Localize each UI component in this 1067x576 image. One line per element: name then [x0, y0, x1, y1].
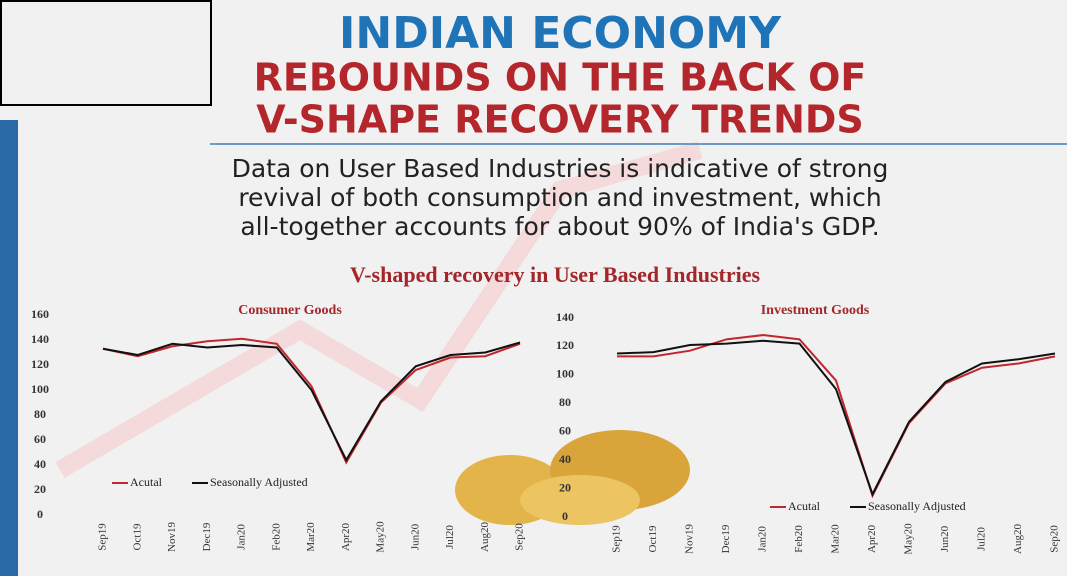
- legend-label: Acutal: [788, 499, 821, 513]
- x-tick-label: Aug20: [1012, 524, 1024, 554]
- side-stripe: [0, 120, 18, 576]
- y-tick-label: 100: [31, 382, 49, 396]
- x-tick-label: Apr20: [866, 524, 878, 553]
- y-tick-label: 120: [31, 357, 49, 371]
- description: Data on User Based Industries is indicat…: [232, 154, 889, 183]
- x-tick-label: Sep20: [1049, 525, 1061, 553]
- x-tick-label: Nov19: [166, 522, 178, 552]
- y-tick-label: 140: [31, 332, 49, 346]
- x-tick-label: Jan20: [236, 524, 248, 550]
- x-tick-label: Feb20: [270, 523, 282, 551]
- y-tick-label: 60: [559, 423, 571, 437]
- x-tick-label: Oct19: [647, 525, 659, 552]
- x-tick-label: Mar20: [830, 524, 842, 554]
- title: INDIAN ECONOMY: [339, 8, 782, 59]
- legend-label: Acutal: [130, 475, 163, 489]
- x-tick-label: Dec19: [201, 522, 213, 551]
- x-tick-label: Sep20: [514, 523, 526, 551]
- x-tick-label: Jun20: [409, 523, 421, 550]
- y-tick-label: 80: [559, 395, 571, 409]
- x-tick-label: Dec19: [720, 524, 732, 553]
- x-tick-label: Jan20: [757, 526, 769, 552]
- x-tick-label: Oct19: [131, 523, 143, 550]
- x-tick-label: Jul20: [444, 525, 456, 549]
- y-tick-label: 20: [34, 482, 46, 496]
- x-tick-label: Aug20: [479, 522, 491, 552]
- y-tick-label: 0: [562, 509, 568, 523]
- legend-label: Seasonally Adjusted: [210, 475, 308, 489]
- y-tick-label: 40: [34, 457, 46, 471]
- x-tick-label: Jul20: [976, 527, 988, 551]
- description: all-together accounts for about 90% of I…: [240, 212, 879, 241]
- y-tick-label: 80: [34, 407, 46, 421]
- y-tick-label: 140: [556, 310, 574, 324]
- legend-label: Seasonally Adjusted: [868, 499, 966, 513]
- x-tick-label: Sep19: [97, 523, 109, 551]
- y-tick-label: 40: [559, 452, 571, 466]
- chart-title: Investment Goods: [761, 303, 870, 318]
- chart-title: Consumer Goods: [238, 303, 342, 318]
- x-tick-label: Nov19: [684, 524, 696, 554]
- y-tick-label: 60: [34, 432, 46, 446]
- chart-group-title: V-shaped recovery in User Based Industri…: [350, 262, 761, 287]
- subtitle: REBOUNDS ON THE BACK OF: [254, 56, 867, 100]
- x-tick-label: Apr20: [340, 522, 352, 551]
- description: revival of both consumption and investme…: [238, 183, 881, 212]
- y-tick-label: 20: [559, 480, 571, 494]
- subtitle: V-SHAPE RECOVERY TRENDS: [256, 98, 864, 142]
- x-tick-label: Jun20: [939, 525, 951, 552]
- x-tick-label: May20: [375, 521, 387, 553]
- y-tick-label: 160: [31, 307, 49, 321]
- infographic: INDIAN ECONOMY REBOUNDS ON THE BACK OF V…: [0, 0, 1067, 576]
- x-tick-label: Sep19: [611, 525, 623, 553]
- x-tick-label: Feb20: [793, 525, 805, 553]
- y-tick-label: 0: [37, 507, 43, 521]
- y-tick-label: 100: [556, 367, 574, 381]
- y-tick-label: 120: [556, 338, 574, 352]
- x-tick-label: Mar20: [305, 522, 317, 552]
- x-tick-label: May20: [903, 523, 915, 555]
